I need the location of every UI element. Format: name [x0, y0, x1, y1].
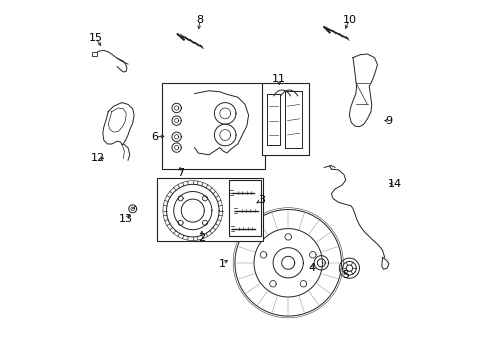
Text: 3: 3 — [258, 195, 265, 205]
Text: 2: 2 — [198, 233, 205, 243]
Text: 13: 13 — [119, 214, 133, 224]
Text: 5: 5 — [343, 270, 349, 280]
Text: 4: 4 — [308, 263, 315, 273]
Text: 6: 6 — [151, 132, 158, 142]
Text: 12: 12 — [90, 153, 104, 163]
Text: 15: 15 — [89, 33, 102, 43]
Bar — [92, 52, 97, 56]
Text: 14: 14 — [387, 179, 401, 189]
Bar — [162, 83, 265, 169]
Text: 8: 8 — [196, 15, 203, 25]
Text: 10: 10 — [343, 15, 356, 25]
Bar — [262, 83, 309, 155]
Bar — [229, 180, 261, 236]
Text: 11: 11 — [272, 74, 286, 84]
Text: 1: 1 — [219, 258, 226, 269]
Bar — [157, 178, 263, 241]
Text: 7: 7 — [176, 168, 184, 178]
Text: 9: 9 — [386, 116, 392, 126]
